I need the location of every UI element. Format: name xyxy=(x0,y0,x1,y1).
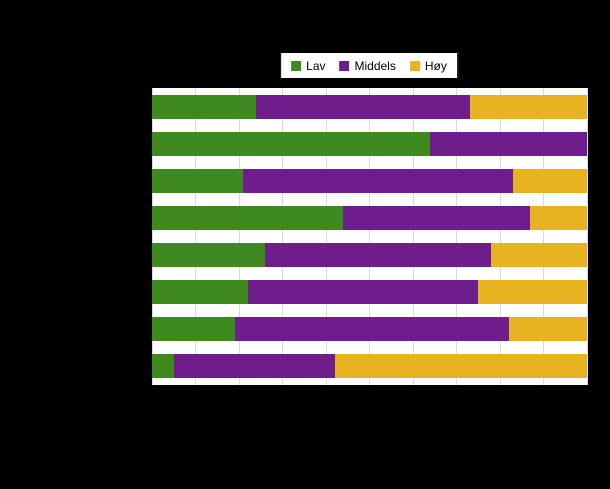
bar-row xyxy=(152,131,587,156)
bar-segment-lav xyxy=(152,94,257,119)
gridline xyxy=(282,88,283,385)
bar-row xyxy=(152,94,587,119)
plot-area xyxy=(151,88,588,385)
gridline xyxy=(586,88,588,385)
bar-segment-middels xyxy=(343,205,531,230)
bar-segment-middels xyxy=(430,131,587,156)
legend-label-middels: Middels xyxy=(354,58,396,73)
gridline xyxy=(195,88,196,385)
bar-segment-middels xyxy=(256,94,470,119)
bar-segment-middels xyxy=(234,317,509,342)
bar-segment-høy xyxy=(508,317,587,342)
gridlines xyxy=(151,88,588,385)
bar-row xyxy=(152,243,587,268)
gridline xyxy=(499,88,501,385)
bar-row xyxy=(152,280,587,305)
bar-segment-lav xyxy=(152,243,266,268)
legend-swatch-middels-icon xyxy=(339,60,350,71)
bar-segment-høy xyxy=(334,354,587,379)
bar-segment-høy xyxy=(530,205,587,230)
bar-row xyxy=(152,354,587,379)
gridline xyxy=(325,88,327,385)
bar-segment-lav xyxy=(152,168,244,193)
legend-swatch-lav-icon xyxy=(291,60,302,71)
bar-segment-høy xyxy=(513,168,587,193)
bar-row xyxy=(152,168,587,193)
bar-segment-høy xyxy=(491,243,587,268)
gridline xyxy=(543,88,544,385)
legend-label-lav: Lav xyxy=(306,58,326,73)
gridline xyxy=(412,88,414,385)
legend-item-hoy: Høy xyxy=(409,58,447,73)
legend-label-hoy: Høy xyxy=(424,58,447,73)
bar-segment-lav xyxy=(152,317,235,342)
gridline xyxy=(369,88,370,385)
bar-row xyxy=(152,317,587,342)
bar-segment-middels xyxy=(247,280,479,305)
gridline xyxy=(456,88,457,385)
bars-container xyxy=(152,88,587,385)
bar-segment-lav xyxy=(152,205,344,230)
legend-item-lav: Lav xyxy=(291,58,326,73)
bar-row xyxy=(152,205,587,230)
bar-segment-middels xyxy=(265,243,492,268)
bar-segment-lav xyxy=(152,280,248,305)
gridline xyxy=(238,88,240,385)
bar-segment-middels xyxy=(173,354,335,379)
bar-segment-høy xyxy=(478,280,587,305)
legend-swatch-hoy-icon xyxy=(409,60,420,71)
bar-segment-lav xyxy=(152,131,431,156)
gridline xyxy=(151,88,153,385)
bar-segment-høy xyxy=(469,94,587,119)
bar-segment-lav xyxy=(152,354,174,379)
bar-segment-middels xyxy=(243,168,514,193)
chart-legend: Lav Middels Høy xyxy=(280,52,458,79)
legend-item-middels: Middels xyxy=(339,58,396,73)
